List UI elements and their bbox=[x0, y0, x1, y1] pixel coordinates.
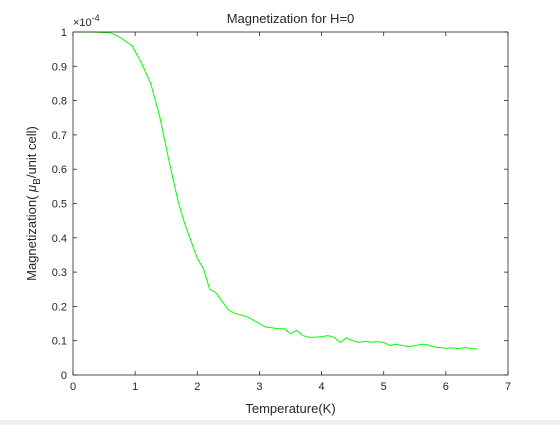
x-tick-label-0: 0 bbox=[70, 381, 76, 393]
y-tick-label-9: 0.9 bbox=[52, 61, 67, 73]
tick-labels-group: 0 1 2 3 4 5 6 7 0 0.1 0.2 0.3 0.4 0.5 0.6 0.7 0.8 0.9 1 bbox=[52, 27, 511, 393]
y-axis-label-prefix: Magnetization( bbox=[24, 192, 39, 281]
plot-area bbox=[73, 32, 508, 375]
x-tick-label-2: 2 bbox=[194, 381, 200, 393]
y-exponent-base: ×10 bbox=[73, 17, 92, 29]
x-tick-label-5: 5 bbox=[381, 381, 387, 393]
x-axis-label: Temperature(K) bbox=[245, 401, 335, 416]
y-exponent: ×10-4 bbox=[73, 13, 100, 29]
y-axis-label: Magnetization( μB/unit cell) bbox=[24, 126, 43, 281]
x-tick-label-3: 3 bbox=[256, 381, 262, 393]
y-tick-label-4: 0.4 bbox=[52, 233, 67, 245]
y-axis-label-sub: B bbox=[32, 178, 43, 185]
y-tick-label-6: 0.6 bbox=[52, 164, 67, 176]
y-tick-label-10: 1 bbox=[61, 27, 67, 39]
y-axis-label-mu: μ bbox=[24, 185, 39, 193]
x-tick-label-7: 7 bbox=[505, 381, 511, 393]
y-tick-label-2: 0.2 bbox=[52, 301, 67, 313]
y-tick-label-3: 0.3 bbox=[52, 267, 67, 279]
x-tick-label-4: 4 bbox=[319, 381, 325, 393]
y-tick-label-0: 0 bbox=[61, 370, 67, 382]
series-line bbox=[73, 31, 477, 350]
y-exponent-power: -4 bbox=[92, 13, 100, 23]
y-tick-label-8: 0.8 bbox=[52, 96, 67, 108]
y-tick-label-5: 0.5 bbox=[52, 199, 67, 211]
axes-box bbox=[72, 31, 509, 376]
chart-title: Magnetization for H=0 bbox=[227, 11, 355, 26]
y-tick-label-7: 0.7 bbox=[52, 130, 67, 142]
x-tick-label-1: 1 bbox=[132, 381, 138, 393]
y-tick-label-1: 0.1 bbox=[52, 336, 67, 348]
y-axis-label-suffix: /unit cell) bbox=[24, 126, 39, 178]
x-tick-label-6: 6 bbox=[443, 381, 449, 393]
